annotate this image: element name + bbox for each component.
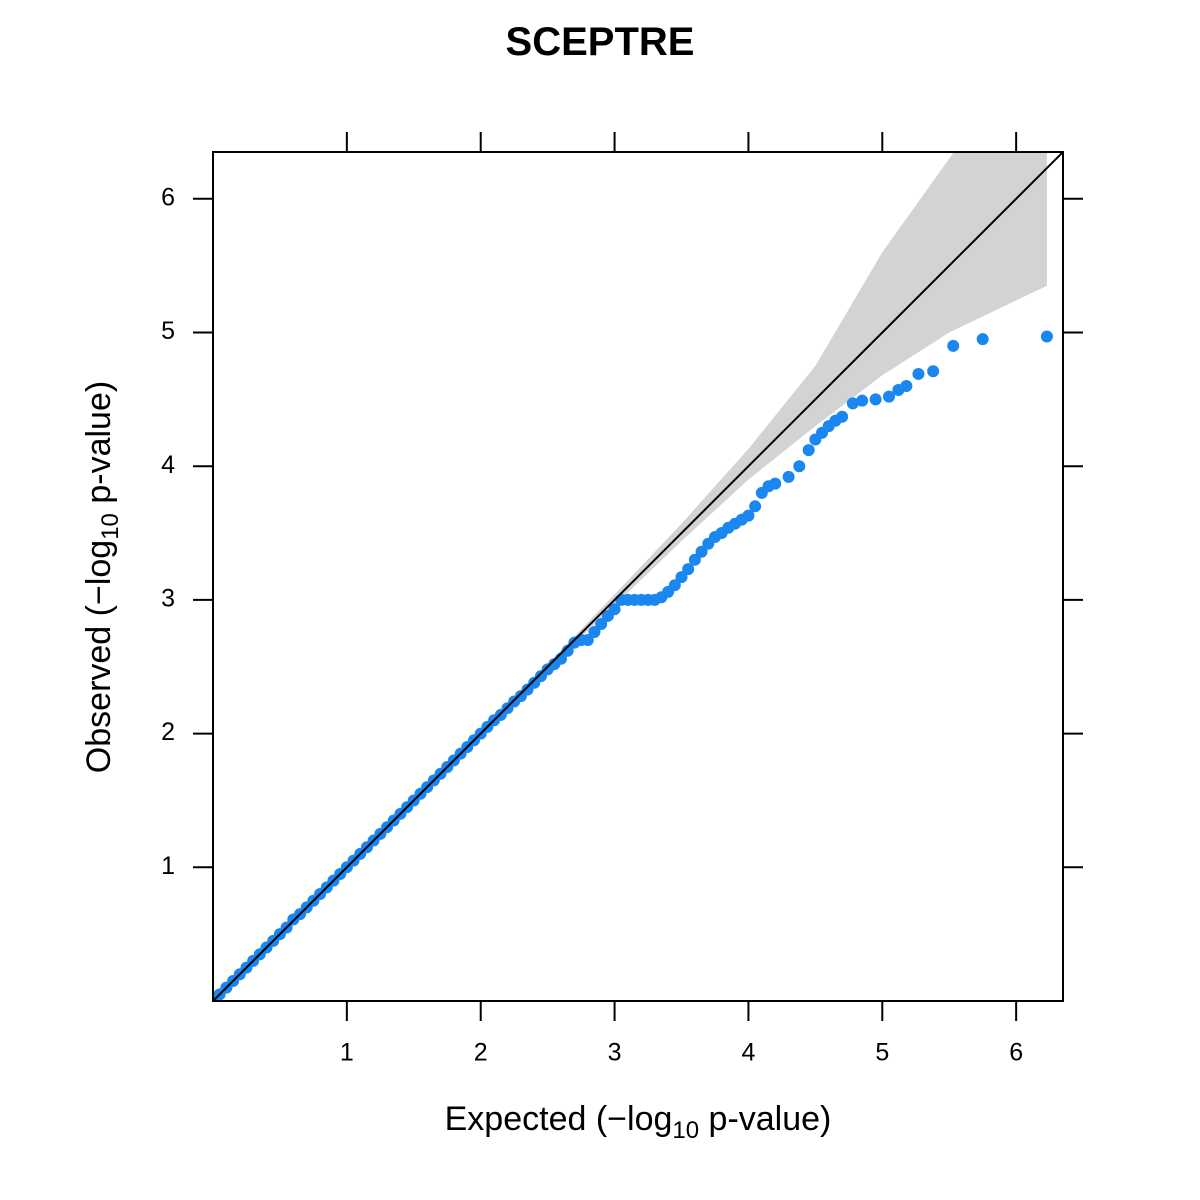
point (595, 617, 608, 630)
x-label-text: p-value) (699, 1100, 831, 1138)
point (947, 339, 960, 352)
point (869, 393, 882, 406)
point (668, 579, 681, 592)
point (856, 394, 869, 407)
x-axis-label: Expected (−log10 p-value) (445, 1100, 832, 1144)
reference-line (213, 152, 1063, 1001)
point (608, 603, 621, 616)
point (695, 545, 708, 558)
point (793, 460, 806, 473)
point (581, 634, 594, 647)
chart-title: SCEPTRE (506, 20, 695, 64)
y-tick-label: 2 (161, 718, 175, 746)
point (976, 333, 989, 346)
y-tick-label: 1 (161, 852, 175, 880)
point (749, 500, 762, 513)
y-tick-label: 4 (161, 451, 175, 479)
x-tick-label: 4 (741, 1039, 755, 1067)
y-tick-label: 3 (161, 585, 175, 613)
plot-area (213, 152, 1063, 1001)
plot-frame (212, 151, 1064, 1002)
x-tick-label: 5 (875, 1039, 889, 1067)
x-label-text: Expected (−log (445, 1100, 673, 1138)
point (742, 509, 755, 522)
point (688, 553, 701, 566)
point (561, 644, 574, 657)
y-tick-label: 6 (161, 183, 175, 211)
x-label-subscript: 10 (672, 1117, 699, 1144)
point (836, 410, 849, 423)
point (802, 444, 815, 457)
y-label-subscript: 10 (97, 513, 124, 540)
x-tick-label: 1 (340, 1039, 354, 1067)
y-tick-label: 5 (161, 317, 175, 345)
point (769, 477, 782, 490)
point (675, 571, 688, 584)
point (846, 397, 859, 410)
y-label-text: Observed (−log (80, 540, 118, 773)
point (882, 390, 895, 403)
confidence-band (213, 152, 1047, 1001)
x-tick-label: 2 (474, 1039, 488, 1067)
point (1040, 330, 1053, 343)
point (900, 379, 913, 392)
x-tick-label: 3 (608, 1039, 622, 1067)
x-tick-label: 6 (1009, 1039, 1023, 1067)
point (682, 563, 695, 576)
point (588, 625, 601, 638)
point (912, 367, 925, 380)
point (782, 470, 795, 483)
y-label-text: p-value) (80, 381, 118, 513)
point (927, 365, 940, 378)
y-axis-label: Observed (−log10 p-value) (80, 381, 124, 773)
